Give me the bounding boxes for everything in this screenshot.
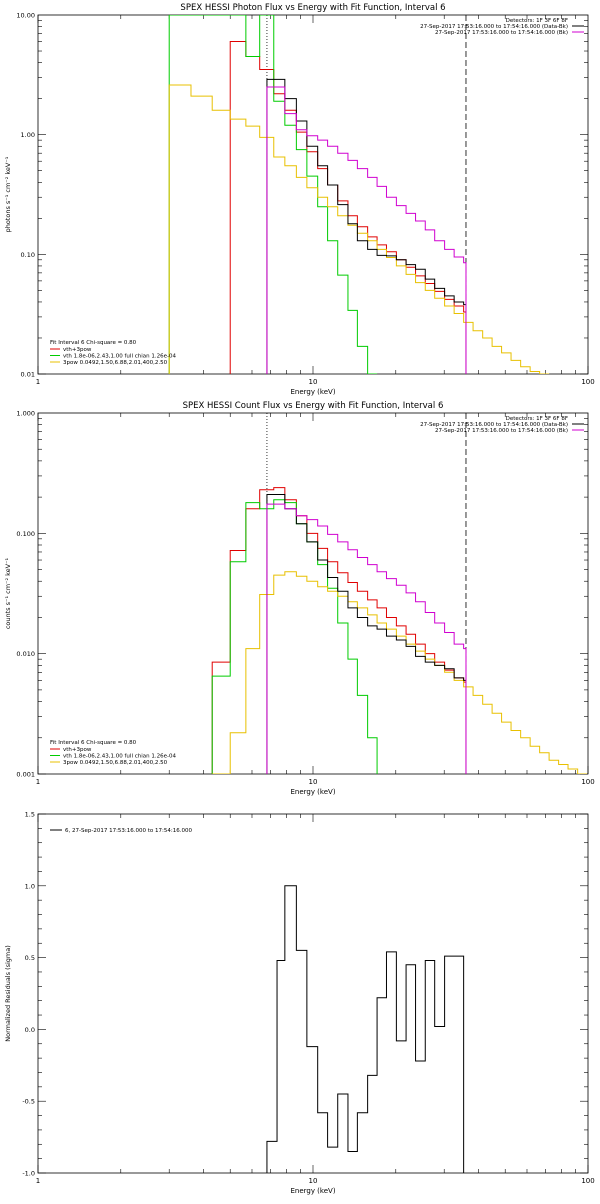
y-tick-label: 0.001 [16, 771, 35, 779]
y-tick-label: -1.0 [22, 1170, 35, 1178]
legend-label-1: vth+3pow [63, 747, 92, 753]
header-line-2: 27-Sep-2017 17:53:16.000 to 17:54:16.000… [420, 24, 568, 30]
series-group [266, 885, 465, 1173]
series-line-3 [168, 84, 550, 374]
y-tick-label: 10.00 [16, 12, 35, 20]
y-tick-label: 1.0 [25, 882, 35, 890]
legend-label-2: vth 1.8e-06,2.43,1.00 full chian 1.26e-0… [63, 354, 176, 360]
legend-label-1: vth+3pow [63, 347, 92, 353]
x-axis-label: Energy (keV) [290, 1187, 335, 1195]
header-line-1: Detectors: 1F 3F 6F 8F [506, 18, 568, 24]
y-axis-label: Normalized Residuals (sigma) [4, 945, 12, 1042]
legend-label-2: vth 1.8e-06,2.43,1.00 full chian 1.26e-0… [63, 754, 176, 760]
x-axis-label: Energy (keV) [290, 788, 335, 796]
series-line-5 [266, 86, 467, 374]
y-tick-label: 0.01 [21, 371, 35, 379]
legend-title: Fit Interval 6 Chi-square = 0.80 [50, 740, 137, 746]
series-line-3 [212, 571, 588, 774]
x-tick-label: 100 [581, 1177, 594, 1185]
y-tick-label: 1.00 [21, 131, 35, 139]
series-line-1 [229, 41, 467, 374]
x-tick-label: 10 [309, 1177, 318, 1185]
y-tick-label: 1.5 [25, 811, 35, 819]
y-tick-label: -0.5 [22, 1098, 35, 1106]
legend-label-1: 6, 27-Sep-2017 17:53:16.000 to 17:54:16.… [65, 828, 192, 834]
y-tick-label: 0.010 [16, 650, 35, 658]
plot-frame [37, 412, 589, 775]
header-line-3: 27-Sep-2017 17:53:16.000 to 17:54:16.000… [435, 30, 568, 36]
panel-2: SPEX HESSI Count Flux vs Energy with Fit… [4, 401, 595, 796]
series-line-2 [168, 15, 378, 374]
y-tick-label: 0.100 [16, 530, 35, 538]
x-tick-label: 100 [581, 378, 594, 386]
y-tick-label: 1.000 [16, 410, 35, 418]
y-axis-label: photons s⁻¹ cm⁻² keV⁻¹ [4, 156, 12, 232]
x-tick-label: 100 [581, 778, 594, 786]
header-line-1: Detectors: 1F 3F 6F 8F [506, 416, 568, 422]
series-group [211, 487, 588, 774]
x-tick-label: 10 [309, 378, 318, 386]
y-tick-label: 0.0 [25, 1026, 35, 1034]
chart-title: SPEX HESSI Photon Flux vs Energy with Fi… [180, 3, 445, 13]
series-line-1 [211, 487, 467, 774]
series-group [168, 15, 550, 374]
x-tick-label: 1 [36, 778, 40, 786]
plot-frame [37, 813, 589, 1174]
series-line-1 [266, 885, 465, 1173]
header-line-2: 27-Sep-2017 17:53:16.000 to 17:54:16.000… [420, 422, 568, 428]
panel-1: SPEX HESSI Photon Flux vs Energy with Fi… [4, 3, 595, 396]
plot-frame [37, 14, 589, 375]
legend-label-3: 3pow 0.0492,1.50,6.88,2.01,400,2.50 [63, 360, 168, 366]
legend-label-3: 3pow 0.0492,1.50,6.88,2.01,400,2.50 [63, 760, 168, 766]
y-axis-label: counts s⁻¹ cm⁻² keV⁻¹ [4, 557, 12, 629]
x-tick-label: 10 [309, 778, 318, 786]
series-line-5 [266, 503, 467, 774]
x-axis-label: Energy (keV) [290, 388, 335, 396]
y-tick-label: 0.5 [25, 954, 35, 962]
chart-title: SPEX HESSI Count Flux vs Energy with Fit… [183, 401, 444, 411]
x-tick-label: 1 [36, 378, 40, 386]
panel-3: 1 10 100 Energy (keV) -1.0 -0.5 0.0 0.5 1.0 1.5 No… [4, 811, 595, 1196]
header-line-3: 27-Sep-2017 17:53:16.000 to 17:54:16.000… [435, 428, 568, 434]
series-line-4 [266, 78, 467, 374]
series-line-4 [266, 494, 467, 774]
x-tick-label: 1 [36, 1177, 40, 1185]
y-tick-label: 0.10 [21, 251, 35, 259]
legend-title: Fit Interval 6 Chi-square = 0.80 [50, 340, 137, 346]
